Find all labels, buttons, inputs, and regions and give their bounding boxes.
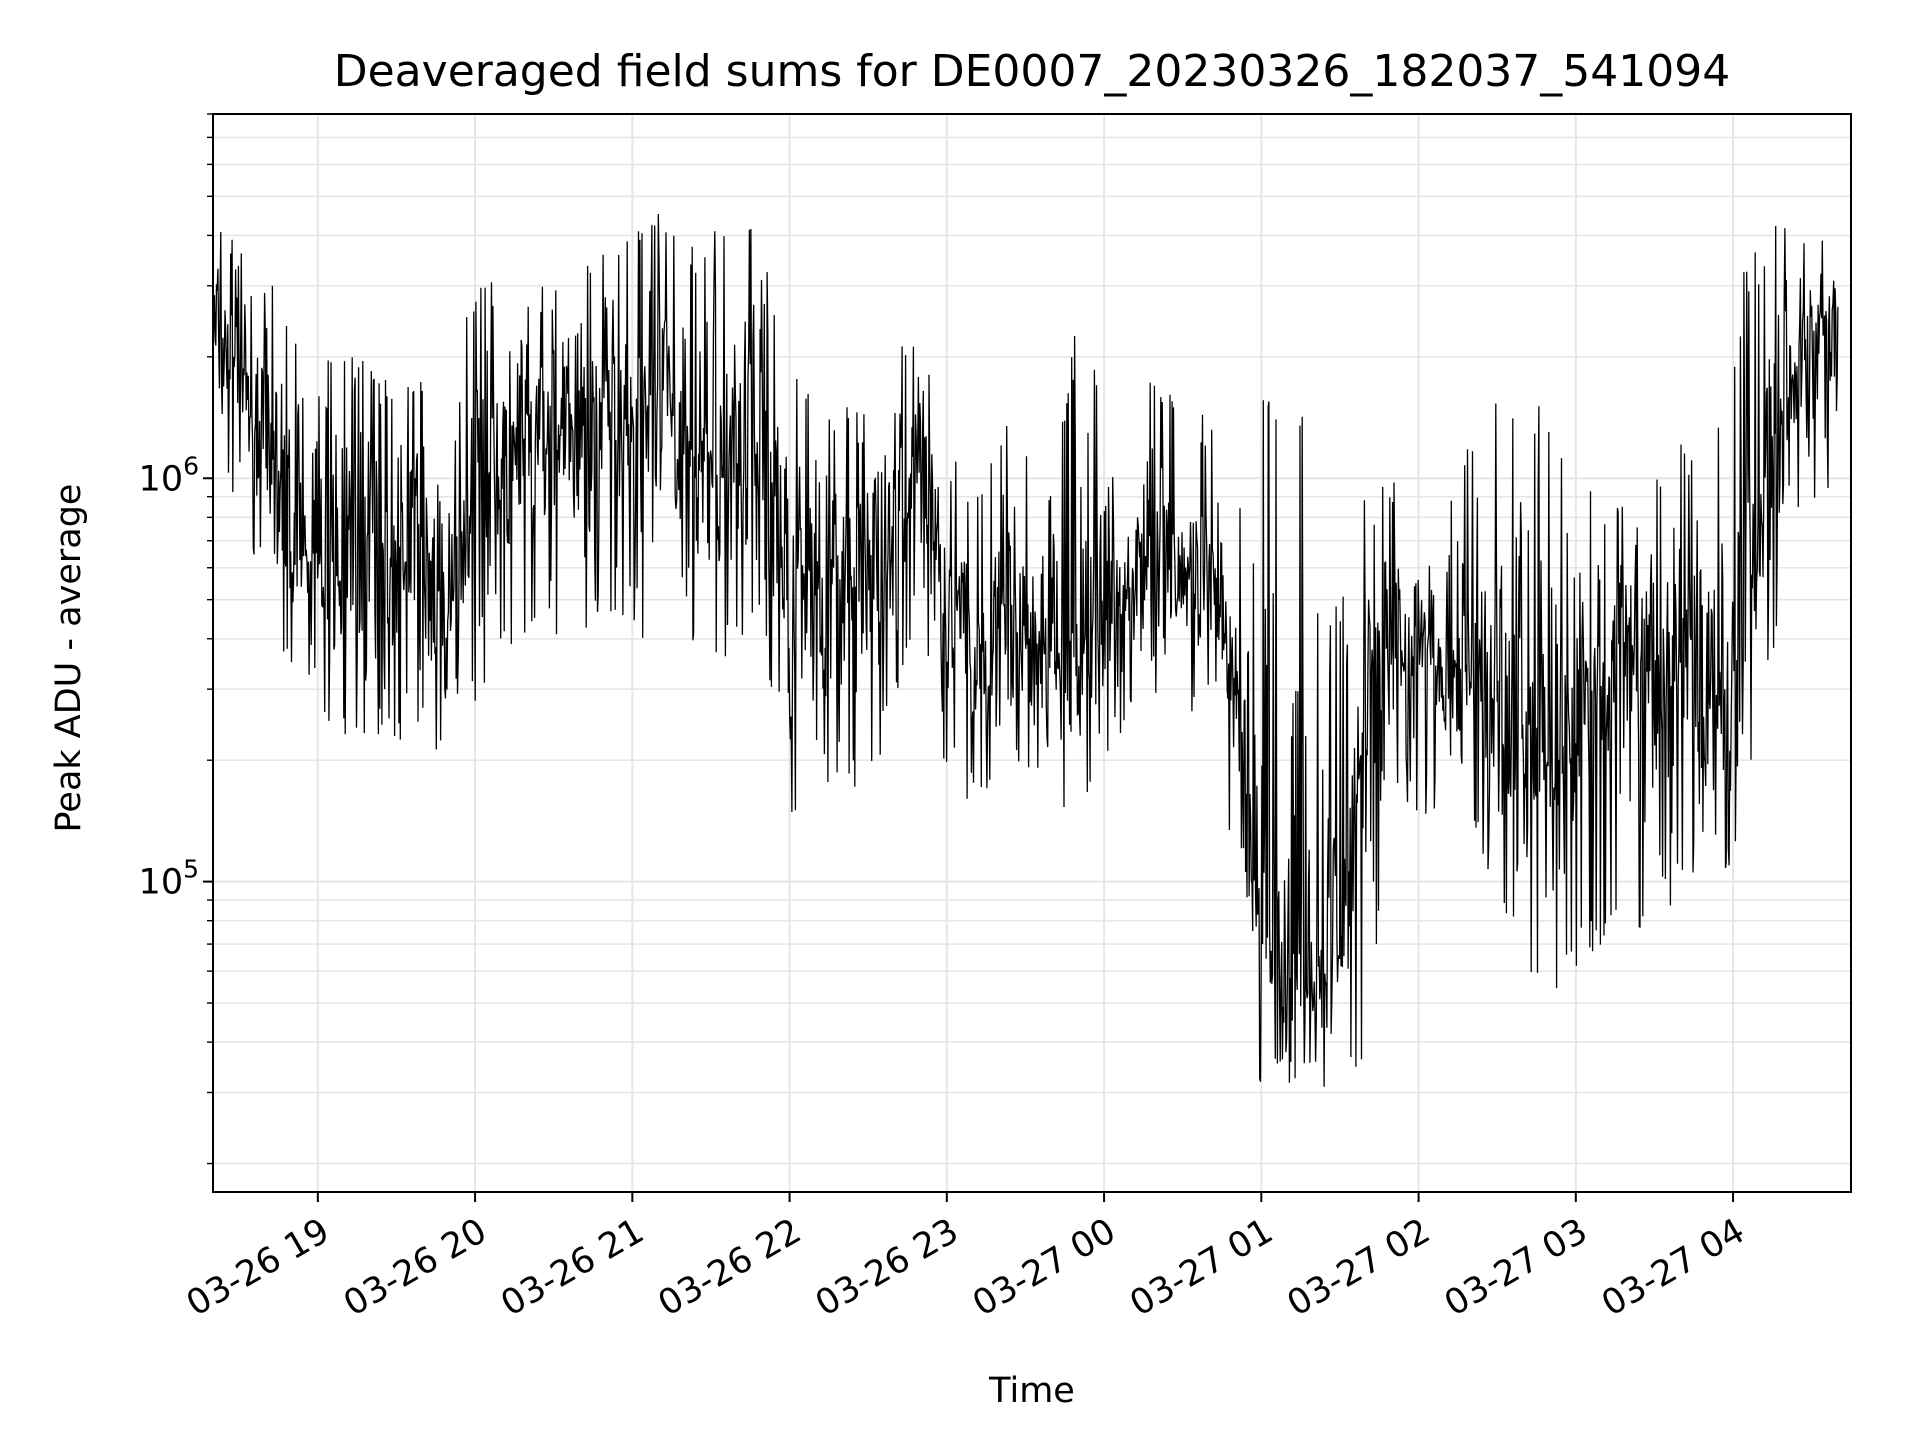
y-tick-label: 106 (139, 451, 199, 499)
y-axis-title: Peak ADU - average (49, 484, 89, 833)
y-tick-label-base: 10 (139, 459, 184, 499)
y-tick-label-exponent: 5 (183, 855, 199, 884)
x-axis-title: Time (988, 1371, 1075, 1411)
y-tick-label: 105 (139, 855, 199, 903)
y-tick-label-exponent: 6 (183, 451, 199, 480)
chart-title: Deaveraged field sums for DE0007_2023032… (334, 46, 1731, 97)
series-line (212, 213, 1839, 1087)
plot-frame (212, 113, 1852, 1193)
y-tick-label-base: 10 (139, 863, 184, 903)
